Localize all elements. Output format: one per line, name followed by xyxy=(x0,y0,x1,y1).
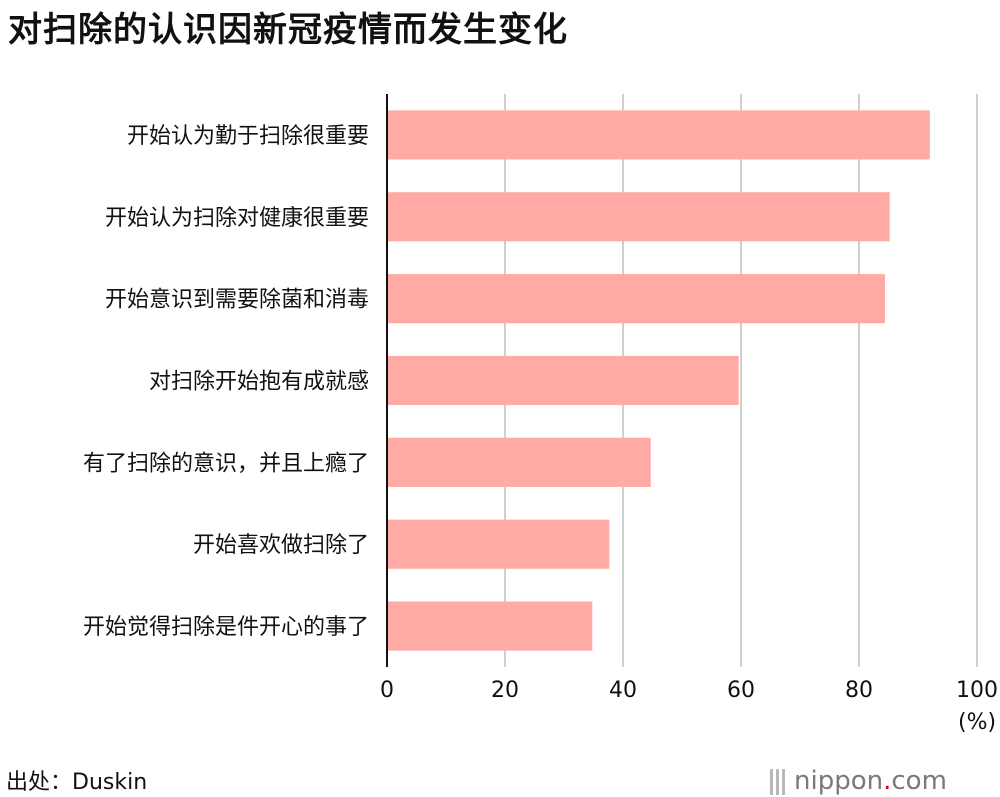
category-label: 有了扫除的意识，并且上瘾了 xyxy=(83,451,369,476)
unit-label: (%) xyxy=(958,710,997,735)
source-note: 出处：Duskin xyxy=(6,770,148,795)
x-tick-label: 20 xyxy=(491,678,519,703)
bar xyxy=(387,355,739,406)
nippon-logo: nippon.com xyxy=(770,766,947,797)
x-tick-labels: 0 20 40 60 80 100 xyxy=(380,678,998,703)
category-label: 开始认为扫除对健康很重要 xyxy=(105,206,369,231)
logo-bars-icon xyxy=(770,767,788,797)
category-label: 开始认为勤于扫除很重要 xyxy=(127,124,369,149)
category-labels: 开始认为勤于扫除很重要开始认为扫除对健康很重要开始意识到需要除菌和消毒对扫除开始… xyxy=(83,124,369,640)
category-label: 开始喜欢做扫除了 xyxy=(193,533,369,558)
bars xyxy=(387,110,930,651)
x-tick-label: 100 xyxy=(956,678,998,703)
category-label: 开始意识到需要除菌和消毒 xyxy=(105,288,369,313)
category-label: 开始觉得扫除是件开心的事了 xyxy=(83,615,369,640)
chart-title: 对扫除的认识因新冠疫情而发生变化 xyxy=(8,10,568,50)
bar xyxy=(387,437,651,487)
x-tick-label: 40 xyxy=(609,678,637,703)
x-tick-label: 80 xyxy=(845,678,873,703)
bar xyxy=(387,601,593,651)
bar xyxy=(387,110,930,160)
bar xyxy=(387,519,610,569)
bar xyxy=(387,192,890,242)
bar xyxy=(387,274,885,324)
category-label: 对扫除开始抱有成就感 xyxy=(149,370,369,395)
x-tick-label: 60 xyxy=(727,678,755,703)
x-tick-label: 0 xyxy=(380,678,394,703)
